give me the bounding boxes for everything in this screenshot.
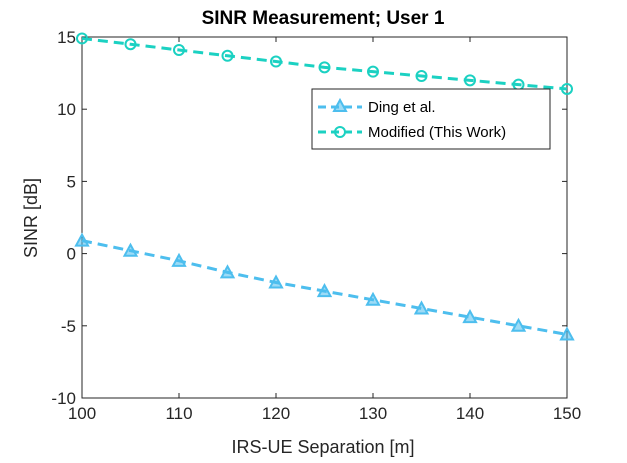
x-tick-label: 100 (68, 404, 96, 423)
data-point-triangle (268, 274, 284, 289)
legend: Ding et al. Modified (This Work) (311, 88, 551, 150)
x-tick-label: 130 (359, 404, 387, 423)
legend-marker-triangle (332, 97, 348, 112)
data-point-circle (76, 32, 88, 45)
x-axis-ticks: 100 110 120 130 140 150 (68, 37, 581, 423)
legend-marker-circle (334, 126, 346, 138)
y-tick-label: 5 (67, 172, 76, 191)
data-point-triangle (559, 326, 575, 341)
data-point-circle (561, 82, 573, 95)
y-tick-label: 10 (57, 100, 76, 119)
y-tick-label: -5 (61, 317, 76, 336)
data-point-triangle (413, 300, 430, 315)
data-point-circle (173, 43, 185, 56)
chart-title: SINR Measurement; User 1 (202, 8, 445, 29)
y-axis-ticks: -10 -5 0 5 10 15 (51, 28, 567, 408)
x-axis-label: IRS-UE Separation [m] (231, 437, 414, 457)
data-point-circle (221, 49, 234, 62)
series-line-1 (81, 36, 568, 91)
x-tick-label: 140 (456, 404, 484, 423)
data-point-circle (367, 65, 379, 78)
legend-box (311, 88, 551, 150)
data-point-triangle (316, 283, 333, 298)
legend-label-modified: Modified (This Work) (368, 124, 506, 141)
legend-label-ding: Ding et al. (368, 99, 436, 116)
data-point-circle (270, 55, 282, 68)
y-tick-label: 15 (57, 28, 76, 47)
y-axis-label: SINR [dB] (21, 178, 41, 258)
data-point-triangle (365, 291, 381, 306)
x-tick-label: 110 (165, 404, 192, 423)
data-point-circle (124, 38, 137, 51)
x-tick-label: 120 (262, 404, 290, 423)
data-point-circle (415, 69, 428, 82)
data-point-triangle (510, 317, 527, 332)
data-point-triangle (122, 242, 139, 257)
data-point-triangle (462, 309, 478, 324)
data-point-triangle (219, 264, 236, 279)
x-tick-label: 150 (553, 404, 581, 423)
data-point-triangle (74, 232, 90, 247)
y-tick-label: -10 (51, 389, 76, 408)
data-point-circle (464, 74, 476, 87)
data-point-triangle (171, 252, 187, 267)
series-layer (74, 32, 575, 341)
data-point-circle (318, 61, 331, 74)
y-tick-label: 0 (67, 245, 76, 264)
